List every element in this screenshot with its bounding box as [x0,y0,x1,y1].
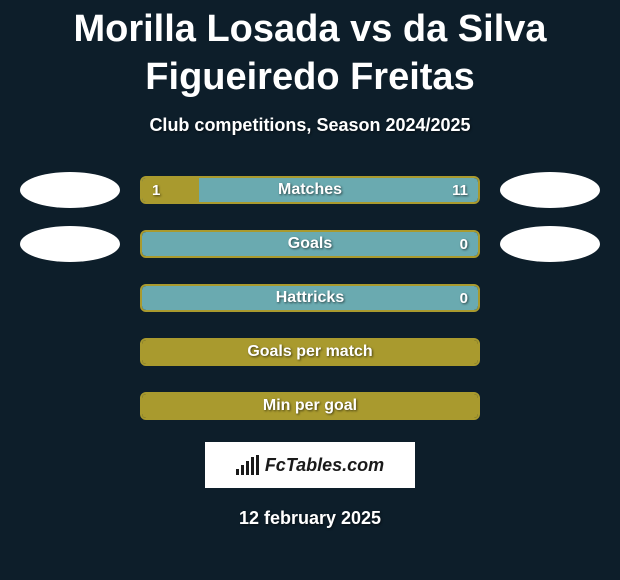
stat-row: Goals per match [0,334,620,370]
avatar-left [20,172,120,208]
stat-bar: Min per goal [140,392,480,420]
stat-bar: 111Matches [140,176,480,204]
stat-row: 0Hattricks [0,280,620,316]
stat-label: Min per goal [142,394,478,418]
fctables-logo: FcTables.com [205,442,415,488]
avatar-right [500,172,600,208]
stat-bar: Goals per match [140,338,480,366]
stat-label: Matches [142,178,478,202]
stat-label: Hattricks [142,286,478,310]
chart-icon [236,455,259,475]
avatar-spacer [500,334,600,370]
stat-bar: 0Hattricks [140,284,480,312]
logo-text: FcTables.com [265,455,384,476]
comparison-infographic: Morilla Losada vs da Silva Figueiredo Fr… [0,0,620,580]
avatar-spacer [20,334,120,370]
stat-bar: 0Goals [140,230,480,258]
avatar-spacer [500,388,600,424]
subtitle: Club competitions, Season 2024/2025 [149,115,470,136]
avatar-spacer [20,280,120,316]
avatar-left [20,226,120,262]
date-text: 12 february 2025 [239,508,381,529]
stat-row: Min per goal [0,388,620,424]
avatar-spacer [500,280,600,316]
avatar-spacer [20,388,120,424]
avatar-right [500,226,600,262]
stat-label: Goals per match [142,340,478,364]
stat-row: 111Matches [0,172,620,208]
stat-row: 0Goals [0,226,620,262]
stat-rows: 111Matches 0Goals 0Hattricks Goals per matc… [0,172,620,424]
stat-label: Goals [142,232,478,256]
page-title: Morilla Losada vs da Silva Figueiredo Fr… [0,0,620,101]
